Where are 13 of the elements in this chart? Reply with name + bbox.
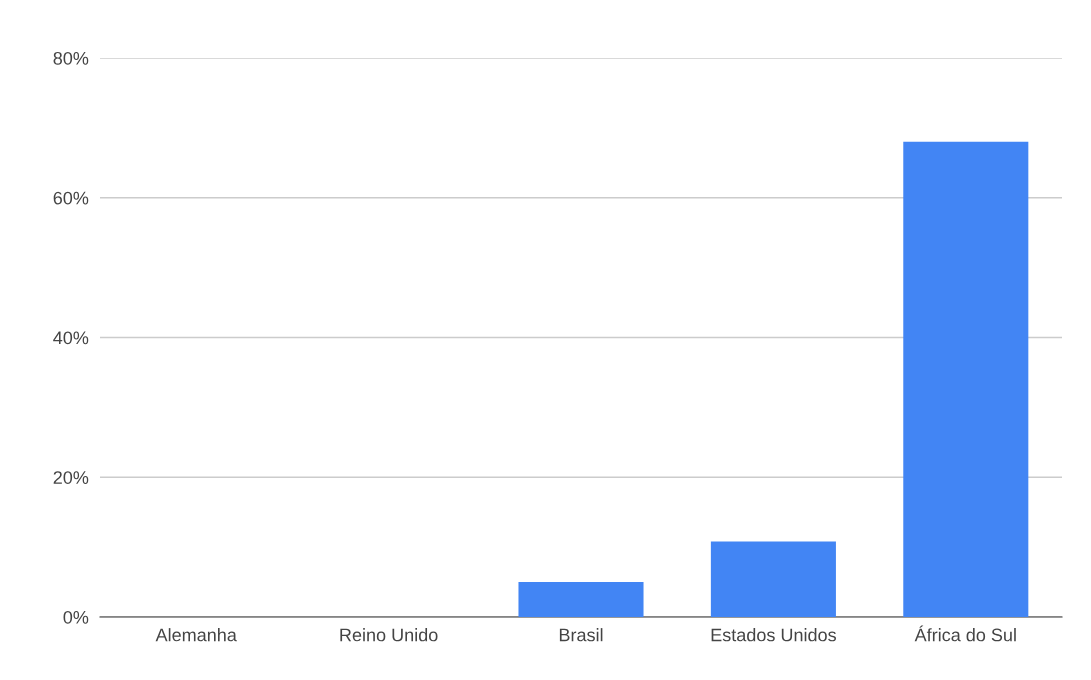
y-tick-label: 80% (53, 51, 89, 65)
x-tick-label: África do Sul (914, 625, 1016, 642)
x-tick-label: Reino Unido (340, 628, 438, 642)
bar (710, 541, 836, 617)
y-tick-label: 60% (53, 191, 89, 205)
bar (518, 582, 644, 617)
y-tick-label: 40% (53, 331, 89, 345)
x-tick-label: Alemanha (155, 628, 237, 642)
x-tick-label: Estados Unidos (711, 628, 836, 642)
bar (903, 141, 1029, 617)
y-tick-label: 20% (53, 471, 89, 484)
x-tick-label: Brasil (559, 628, 603, 642)
y-tick-label: 0% (63, 610, 89, 624)
